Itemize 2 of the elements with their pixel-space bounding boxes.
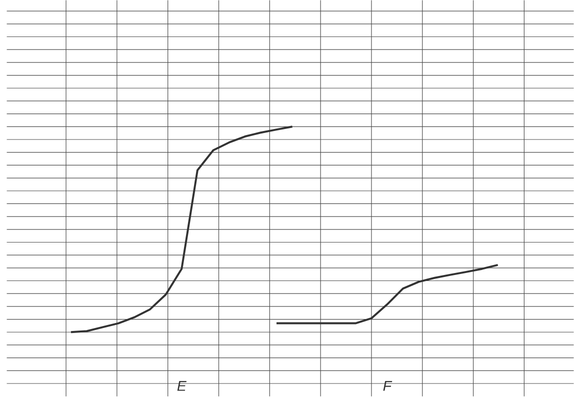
text: F [383, 380, 392, 391]
text: E [177, 380, 187, 391]
